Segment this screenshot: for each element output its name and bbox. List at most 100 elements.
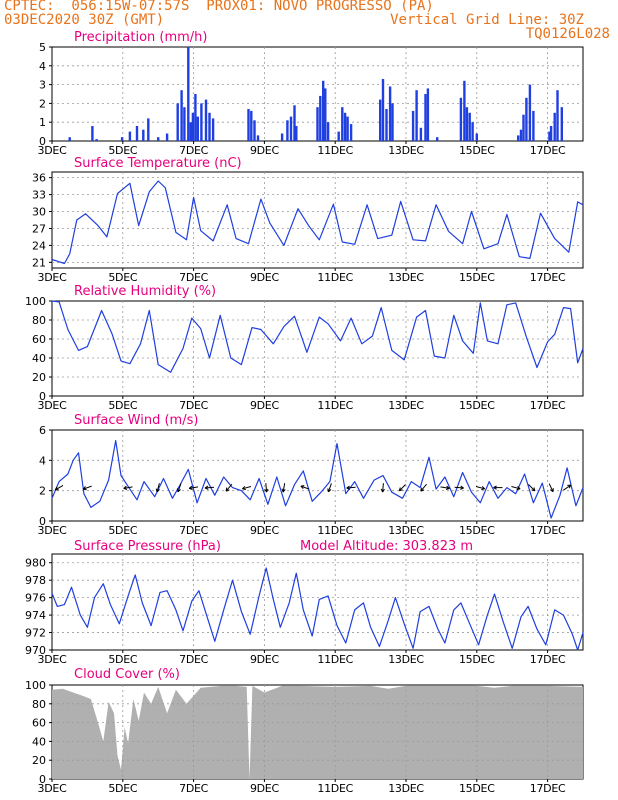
panel-frame-wind (51, 429, 584, 522)
precip-bar (379, 99, 382, 141)
wind-arrow-shaft (440, 486, 450, 489)
wind-arrow-shaft (242, 486, 252, 490)
wind-arrow-shaft (454, 486, 464, 489)
wind-arrow-shaft (300, 485, 310, 490)
precip-bar (341, 107, 344, 141)
wind-arrow-head (123, 487, 128, 490)
x-tick-label: 15DEC (459, 144, 495, 157)
y-tick-label: 27 (32, 222, 46, 235)
wind-arrow-shaft (123, 486, 133, 489)
x-tick-label: 3DEC (38, 653, 68, 666)
precip-bar (183, 107, 186, 141)
precip-bar (211, 118, 215, 141)
precip-bar (465, 107, 469, 141)
wind-arrow-shaft (398, 484, 406, 492)
x-tick-label: 15DEC (459, 653, 495, 666)
wind-arrow-head (446, 485, 450, 489)
precip-bar (295, 126, 298, 141)
x-tick-label: 9DEC (250, 782, 280, 795)
wind-arrows (54, 483, 572, 493)
wind-arrow-shaft (548, 483, 554, 492)
precip-bar (426, 88, 430, 141)
precip-bar (191, 112, 195, 141)
x-tick-label: 17DEC (530, 524, 566, 537)
y-tick-label: 0 (39, 773, 46, 786)
x-tick-label: 5DEC (108, 399, 138, 412)
y-tick-label: 980 (25, 557, 46, 570)
x-tick-label: 5DEC (108, 653, 138, 666)
y-tick-label: 30 (32, 206, 46, 219)
precip-bar (385, 109, 388, 141)
precip-bar (194, 94, 197, 141)
x-tick-label: 13DEC (388, 144, 424, 157)
precip-bar (517, 135, 520, 141)
y-tick-label: 80 (32, 698, 46, 711)
x-tick-label: 11DEC (317, 782, 353, 795)
precip-bar (471, 122, 474, 141)
y-tick-label: 970 (25, 644, 46, 657)
wind-arrow-head (82, 486, 86, 490)
precip-bar (532, 110, 535, 141)
x-tick-label: 9DEC (250, 653, 280, 666)
series-line-temp (51, 180, 584, 265)
x-tick-label: 13DEC (388, 271, 424, 284)
precip-bar (391, 103, 394, 141)
precip-bar (128, 131, 132, 141)
precip-bar (147, 118, 150, 141)
y-tick-label: 2 (39, 485, 46, 498)
wind-arrow (155, 483, 160, 493)
panel-title-precip: Precipitation (mm/h) (74, 30, 207, 45)
panel-title-rh: Relative Humidity (%) (74, 284, 216, 299)
wind-arrow (188, 485, 199, 490)
wind-arrow-shaft (475, 486, 485, 490)
precip-bar (204, 99, 208, 141)
y-tick-label: 972 (25, 627, 46, 640)
series-line-rh (51, 300, 584, 373)
wind-arrow-head (225, 489, 230, 492)
wind-arrow (548, 483, 554, 493)
x-tick-label: 5DEC (108, 524, 138, 537)
x-tick-label: 17DEC (530, 399, 566, 412)
y-tick-label: 60 (32, 717, 46, 730)
precip-bar (349, 124, 353, 141)
y-tick-label: 0 (39, 390, 46, 403)
wind-arrow (454, 485, 464, 490)
wind-arrow (204, 485, 215, 490)
panel-frame-temp (51, 171, 584, 269)
precip-bar (247, 109, 250, 141)
wind-arrow-head (533, 487, 536, 491)
y-tick-label: 4 (39, 454, 46, 467)
y-tick-label: 0 (39, 515, 46, 528)
precip-bar (95, 139, 98, 141)
y-tick-label: 21 (32, 256, 46, 269)
wind-arrow-shaft (528, 484, 536, 492)
wind-arrow-head (189, 487, 193, 490)
panel-wind: 0 2 4 6 3DEC 5DEC 7DEC 9DEC 11DEC 13DEC 15DEC 17DEC… (38, 413, 584, 537)
precip-bar (322, 80, 325, 141)
x-tick-label: 15DEC (459, 271, 495, 284)
wind-arrow-head (420, 489, 425, 492)
precip-bar (68, 137, 71, 141)
panel-temp: 21 24 27 30 33 36 3DEC 5DEC 7DEC 9DEC 11DEC 13DEC 15… (32, 156, 584, 284)
x-tick-label: 9DEC (250, 271, 280, 284)
wind-arrow-head (493, 487, 497, 490)
precip-bar (475, 133, 478, 141)
x-tick-label: 7DEC (179, 782, 209, 795)
wind-arrow (176, 483, 182, 493)
precip-bar (415, 90, 418, 141)
x-tick-label: 9DEC (250, 144, 280, 157)
precip-bar (293, 105, 296, 141)
y-tick-label: 4 (39, 60, 46, 73)
panel-rh: 0 20 40 60 80 100 3DEC 5DEC 7DEC 9DEC 11DEC 13DEC 15… (25, 284, 584, 412)
precip-bar (189, 122, 192, 141)
wind-arrow (475, 486, 486, 491)
precip-bar (157, 137, 160, 141)
wind-arrow-shaft (189, 486, 199, 489)
x-tick-label: 3DEC (38, 524, 68, 537)
series-line-pressure (51, 567, 584, 651)
precip-bar (549, 126, 553, 141)
wind-arrow-head (382, 488, 385, 493)
wind-arrow (346, 485, 356, 490)
panel-title-cloud: Cloud Cover (%) (74, 667, 180, 682)
wind-arrow-shaft (346, 486, 356, 489)
